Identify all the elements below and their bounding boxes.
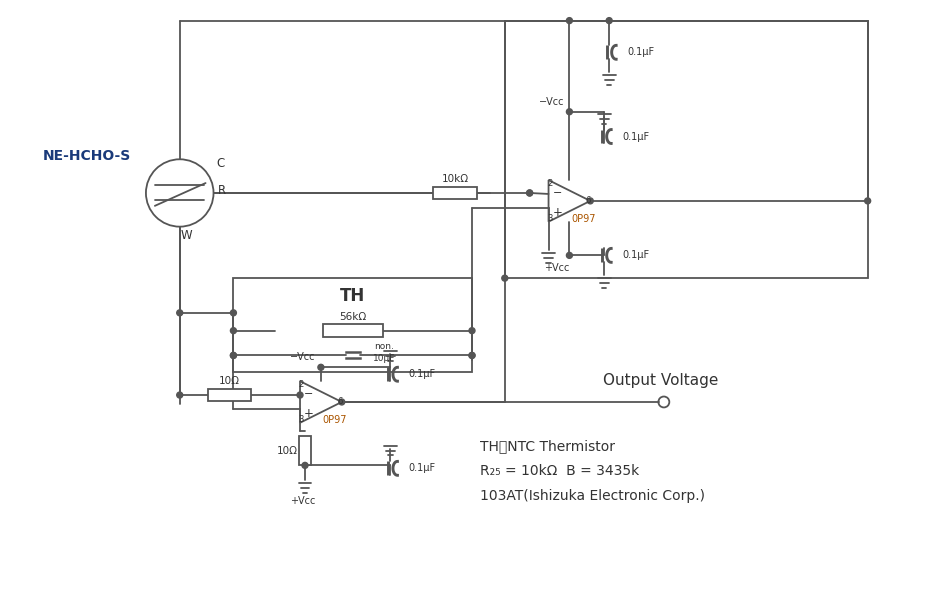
Text: +: + — [553, 206, 562, 219]
Text: 3: 3 — [547, 214, 552, 223]
Text: −Vcc: −Vcc — [539, 97, 564, 107]
Text: non.: non. — [375, 342, 395, 351]
Circle shape — [566, 109, 573, 115]
Circle shape — [502, 275, 508, 281]
Circle shape — [607, 18, 612, 24]
Bar — [505, 21, 868, 278]
Circle shape — [527, 190, 532, 196]
Circle shape — [297, 392, 303, 398]
Text: 2: 2 — [547, 178, 552, 187]
Text: 0.1μF: 0.1μF — [627, 47, 655, 57]
Text: R: R — [218, 184, 225, 197]
Text: W: W — [181, 229, 192, 242]
Text: 0P97: 0P97 — [322, 415, 347, 425]
Text: 10μF: 10μF — [373, 354, 396, 363]
Circle shape — [302, 462, 308, 468]
Circle shape — [469, 327, 475, 333]
Text: 0.1μF: 0.1μF — [409, 369, 436, 379]
Text: 6: 6 — [337, 398, 343, 406]
Circle shape — [527, 190, 532, 196]
Circle shape — [231, 327, 236, 333]
Circle shape — [469, 352, 475, 358]
Text: TH：NTC Thermistor: TH：NTC Thermistor — [479, 439, 615, 454]
Circle shape — [469, 352, 475, 358]
Text: 0P97: 0P97 — [571, 214, 595, 224]
Circle shape — [231, 352, 236, 358]
Text: 56kΩ: 56kΩ — [339, 312, 366, 322]
Bar — [433, 187, 477, 200]
Circle shape — [177, 392, 183, 398]
Circle shape — [566, 253, 573, 259]
Text: +Vcc: +Vcc — [290, 496, 316, 506]
Text: 0.1μF: 0.1μF — [623, 250, 650, 260]
Text: 103AT(Ishizuka Electronic Corp.): 103AT(Ishizuka Electronic Corp.) — [479, 489, 705, 503]
Text: R₂₅ = 10kΩ  B = 3435k: R₂₅ = 10kΩ B = 3435k — [479, 464, 640, 478]
Circle shape — [587, 198, 593, 204]
Text: +Vcc: +Vcc — [544, 263, 569, 273]
Circle shape — [231, 310, 236, 316]
Text: 10Ω: 10Ω — [219, 376, 240, 386]
Text: Output Voltage: Output Voltage — [603, 373, 719, 388]
Text: −Vcc: −Vcc — [290, 352, 316, 362]
Circle shape — [317, 365, 324, 370]
Circle shape — [177, 310, 183, 316]
Text: 3: 3 — [299, 415, 303, 424]
Text: −: − — [304, 389, 314, 399]
Text: 10Ω: 10Ω — [277, 445, 298, 455]
Text: 0.1μF: 0.1μF — [409, 464, 436, 474]
Text: NE-HCHO-S: NE-HCHO-S — [43, 150, 131, 163]
Text: TH: TH — [340, 287, 365, 305]
Text: −: − — [553, 188, 562, 198]
Text: C: C — [217, 157, 224, 170]
Text: 10kΩ: 10kΩ — [442, 174, 469, 184]
Bar — [323, 324, 382, 337]
Circle shape — [231, 352, 236, 358]
Bar — [207, 389, 252, 402]
Text: 0.1μF: 0.1μF — [623, 131, 650, 141]
Text: 6: 6 — [586, 196, 591, 206]
Circle shape — [865, 198, 870, 204]
Bar — [299, 436, 311, 465]
Bar — [234, 278, 472, 372]
Text: 2: 2 — [299, 380, 303, 389]
Text: +: + — [304, 408, 314, 421]
Circle shape — [339, 399, 345, 405]
Circle shape — [566, 18, 573, 24]
